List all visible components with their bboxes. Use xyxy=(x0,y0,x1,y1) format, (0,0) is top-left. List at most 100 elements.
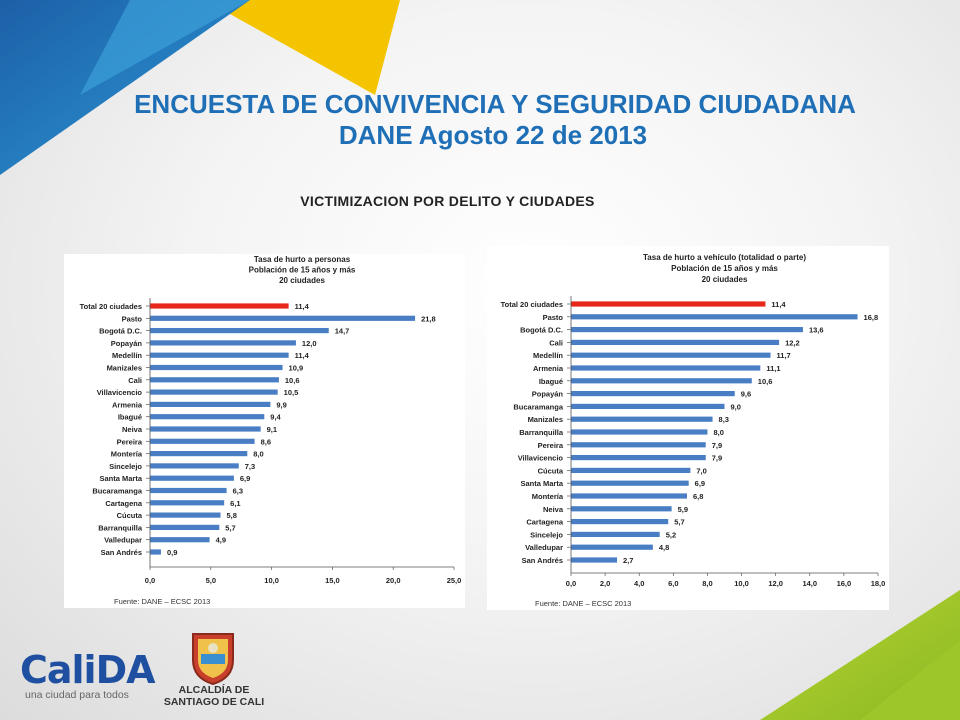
bar xyxy=(571,544,653,550)
data-label: 5,8 xyxy=(227,511,237,520)
data-label: 4,8 xyxy=(659,543,669,552)
bar xyxy=(571,506,672,512)
bar xyxy=(150,389,278,395)
category-label: Barranquilla xyxy=(98,523,143,532)
category-label: Cali xyxy=(128,376,142,385)
x-tick-label: 5,0 xyxy=(206,576,216,585)
chart-hurto-vehiculo: Tasa de hurto a vehículo (totalidad o pa… xyxy=(501,253,886,608)
data-label: 5,9 xyxy=(678,505,688,514)
chart-title-line: Población de 15 años y más xyxy=(249,266,356,275)
data-label: 5,2 xyxy=(666,530,676,539)
bar xyxy=(150,500,225,506)
data-label: 12,0 xyxy=(302,339,317,348)
bar xyxy=(150,438,255,444)
category-label: Montería xyxy=(532,492,564,501)
category-label: Cartagena xyxy=(526,518,564,527)
data-label: 6,8 xyxy=(693,492,703,501)
data-label: 9,0 xyxy=(731,402,741,411)
category-label: Popayán xyxy=(111,339,143,348)
data-label: 9,9 xyxy=(276,400,286,409)
data-label: 11,4 xyxy=(295,351,310,360)
data-label: 13,6 xyxy=(809,326,824,335)
x-tick-label: 25,0 xyxy=(447,576,462,585)
data-label: 16,8 xyxy=(864,313,879,322)
category-label: Total 20 ciudades xyxy=(80,302,142,311)
category-label: Cali xyxy=(549,338,563,347)
category-label: Manizales xyxy=(107,364,142,373)
bar xyxy=(150,524,220,530)
bar xyxy=(150,328,329,334)
data-label: 6,9 xyxy=(240,474,250,483)
data-label: 2,7 xyxy=(623,556,633,565)
chart-panel-personas: Tasa de hurto a personas Población de 15 … xyxy=(64,254,465,608)
data-label: 11,1 xyxy=(766,364,780,373)
bar xyxy=(150,487,227,494)
bar xyxy=(571,314,858,320)
x-tick-label: 18,0 xyxy=(871,579,886,588)
category-label: Armenia xyxy=(112,400,143,409)
category-label: San Andrés xyxy=(101,548,142,557)
bar xyxy=(150,315,416,321)
bar xyxy=(571,403,725,409)
data-label: 10,9 xyxy=(289,364,304,373)
blue-corner-shape xyxy=(0,0,250,175)
category-label: Medellín xyxy=(533,351,563,360)
category-label: Valledupar xyxy=(104,536,142,545)
data-label: 11,4 xyxy=(295,302,310,311)
light-blue-corner-shape xyxy=(80,0,250,95)
x-tick-label: 0,0 xyxy=(566,579,576,588)
calida-tagline: una ciudad para todos xyxy=(25,689,129,701)
alcaldia-line2: SANTIAGO DE CALI xyxy=(163,696,265,708)
category-label: Bogotá D.C. xyxy=(520,326,563,335)
x-tick-label: 6,0 xyxy=(668,579,678,588)
bar xyxy=(150,401,271,407)
bar xyxy=(150,537,210,543)
bar xyxy=(571,531,660,537)
category-label: Santa Marta xyxy=(520,479,563,488)
bar xyxy=(150,549,161,555)
x-tick-label: 15,0 xyxy=(325,576,340,585)
data-label: 10,5 xyxy=(284,388,299,397)
bar xyxy=(150,414,265,420)
data-label: 4,9 xyxy=(216,536,226,545)
bar xyxy=(150,377,279,383)
category-label: Bucaramanga xyxy=(513,402,563,411)
bar xyxy=(571,429,708,435)
x-tick-label: 0,0 xyxy=(145,576,155,585)
shield-icon xyxy=(192,633,234,686)
category-label: Manizales xyxy=(528,415,563,424)
section-subtitle: VICTIMIZACION POR DELITO Y CIUDADES xyxy=(300,193,595,209)
data-label: 7,9 xyxy=(712,441,722,450)
chart-title-line: 20 ciudades xyxy=(279,276,325,285)
page-title: ENCUESTA DE CONVIVENCIA Y SEGURIDAD CIUD… xyxy=(134,89,856,119)
category-label: Barranquilla xyxy=(519,428,564,437)
x-tick-label: 10,0 xyxy=(734,579,749,588)
data-label: 6,3 xyxy=(233,487,243,496)
category-label: Sincelejo xyxy=(530,530,563,539)
bar xyxy=(150,352,289,358)
data-label: 6,9 xyxy=(695,479,705,488)
bar xyxy=(150,340,296,346)
x-tick-label: 4,0 xyxy=(634,579,644,588)
calida-logo-text: CaliDA xyxy=(20,648,156,692)
bar xyxy=(150,512,221,518)
chart-hurto-personas: Tasa de hurto a personas Población de 15 … xyxy=(80,255,462,606)
data-label: 9,6 xyxy=(741,390,751,399)
category-label: Cartagena xyxy=(105,499,143,508)
green-corner-shape-2 xyxy=(860,640,960,720)
bar-total xyxy=(571,301,766,307)
data-label: 14,7 xyxy=(335,327,350,336)
chart-title-line: Tasa de hurto a personas xyxy=(254,255,351,264)
chart-panel-vehiculo: Tasa de hurto a vehículo (totalidad o pa… xyxy=(487,246,889,610)
x-tick-label: 10,0 xyxy=(264,576,279,585)
bar xyxy=(571,416,713,422)
category-label: Ibagué xyxy=(539,377,563,386)
category-label: Sincelejo xyxy=(109,462,142,471)
bar xyxy=(571,352,771,358)
alcaldia-label: ALCALDÍA DE SANTIAGO DE CALI xyxy=(160,684,268,708)
bar xyxy=(571,519,669,525)
x-tick-label: 14,0 xyxy=(802,579,817,588)
bar xyxy=(150,463,239,469)
data-label: 11,7 xyxy=(777,351,791,360)
